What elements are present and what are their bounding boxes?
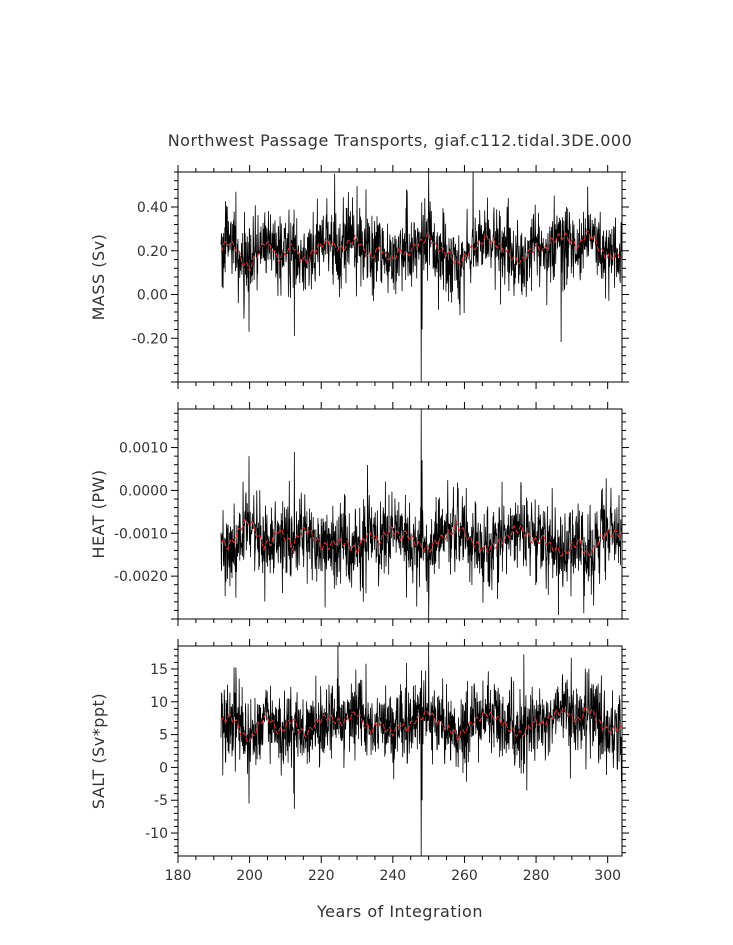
y-tick-label: 0.0000	[119, 483, 168, 499]
x-tick-label: 240	[379, 868, 406, 884]
y-tick-label: 0	[159, 760, 168, 776]
y-tick-label: 0.00	[137, 288, 168, 304]
y-axis-label: HEAT (PW)	[89, 469, 108, 558]
monthly-series-line	[220, 409, 622, 619]
y-tick-label: 0.20	[137, 244, 168, 260]
y-tick-label: -0.0010	[114, 526, 168, 542]
y-tick-label: -0.20	[132, 331, 168, 347]
x-tick-label: 280	[523, 868, 550, 884]
x-tick-label: 260	[451, 868, 478, 884]
y-tick-label: 15	[150, 662, 168, 678]
y-tick-label: 0.0010	[119, 441, 168, 457]
plot-frame	[177, 408, 623, 620]
y-tick-label: -0.0020	[114, 569, 168, 585]
plot-area	[220, 172, 622, 382]
plot-area	[220, 409, 622, 619]
monthly-series-line	[220, 646, 622, 856]
annual-mean-line	[220, 230, 622, 273]
annual-mean-line	[220, 705, 622, 744]
plot-frame	[177, 645, 623, 857]
y-tick-label: 5	[159, 728, 168, 744]
plot-area	[220, 646, 622, 856]
x-tick-label: 180	[165, 868, 192, 884]
y-axis-label: SALT (Sv*ppt)	[89, 693, 108, 809]
y-tick-label: -5	[154, 793, 168, 809]
monthly-series-line	[220, 172, 622, 382]
x-tick-label: 220	[308, 868, 335, 884]
y-axis-label: MASS (Sv)	[89, 234, 108, 321]
x-tick-label: 300	[594, 868, 621, 884]
heat-panel: -0.0020 -0.0010 0.0000 0.0010 HEAT (PW)	[89, 402, 629, 626]
mass-panel: -0.20 0.00 0.20 0.40 MASS (Sv)	[89, 165, 629, 389]
x-tick-label: 200	[236, 868, 263, 884]
y-tick-label: 10	[150, 695, 168, 711]
salt-panel: -10 -5 0 5 10 15 180 200 220 240 260 280 300 SALT (Sv…	[89, 639, 629, 884]
x-axis-label: Years of Integration	[316, 902, 483, 921]
annual-mean-line	[220, 518, 622, 557]
y-tick-label: -10	[145, 826, 168, 842]
chart-title: Northwest Passage Transports, giaf.c112.…	[168, 131, 633, 150]
y-tick-label: 0.40	[137, 200, 168, 216]
